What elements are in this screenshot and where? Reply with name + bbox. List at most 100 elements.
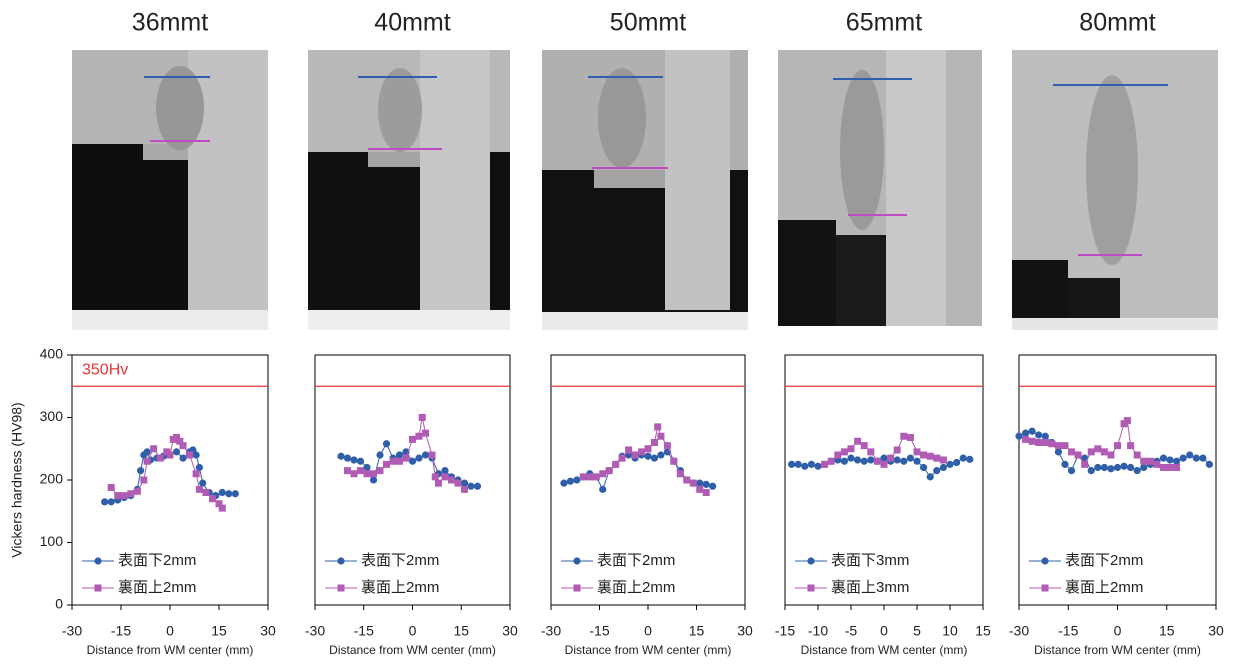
marker bbox=[460, 479, 469, 487]
marker bbox=[415, 432, 423, 440]
x-tick-label: -15 bbox=[354, 623, 374, 639]
x-tick-label: 15 bbox=[453, 623, 469, 639]
marker bbox=[827, 457, 835, 465]
x-axis-label: Distance from WM center (mm) bbox=[1034, 643, 1201, 657]
chart-title: 40mmt bbox=[374, 9, 450, 37]
legend-marker bbox=[1041, 584, 1049, 592]
marker bbox=[195, 463, 203, 472]
marker bbox=[821, 460, 829, 468]
marker bbox=[657, 432, 665, 440]
marker bbox=[654, 423, 662, 431]
marker bbox=[1041, 432, 1049, 440]
marker bbox=[663, 442, 671, 450]
marker bbox=[939, 463, 948, 472]
marker bbox=[1074, 451, 1082, 459]
marker bbox=[644, 445, 652, 453]
marker bbox=[1028, 427, 1036, 435]
marker bbox=[143, 457, 151, 465]
marker bbox=[1199, 454, 1207, 462]
marker bbox=[395, 451, 404, 459]
marker bbox=[1021, 429, 1030, 437]
x-tick-label: -30 bbox=[62, 623, 82, 639]
marker bbox=[939, 456, 947, 464]
marker bbox=[1153, 460, 1161, 468]
x-tick-label: -30 bbox=[1009, 623, 1029, 639]
marker bbox=[202, 489, 210, 496]
marker bbox=[1159, 464, 1167, 471]
marker bbox=[893, 446, 901, 454]
x-tick-label: 0 bbox=[644, 623, 652, 639]
marker bbox=[1140, 457, 1148, 465]
marker bbox=[807, 460, 816, 468]
marker bbox=[370, 470, 377, 478]
marker bbox=[880, 460, 888, 468]
x-tick-label: -10 bbox=[808, 623, 828, 639]
marker bbox=[1067, 467, 1076, 475]
reference-label: 350Hv bbox=[82, 361, 128, 378]
x-tick-label: -5 bbox=[845, 623, 858, 639]
marker bbox=[186, 451, 194, 459]
marker bbox=[133, 487, 141, 495]
marker bbox=[644, 452, 652, 460]
marker bbox=[215, 500, 223, 508]
marker bbox=[192, 470, 200, 478]
marker bbox=[920, 451, 928, 459]
chart-title: 36mmt bbox=[132, 9, 208, 37]
marker bbox=[461, 485, 468, 493]
x-tick-label: -30 bbox=[305, 623, 325, 639]
marker bbox=[1107, 465, 1115, 473]
marker bbox=[376, 467, 384, 475]
marker bbox=[599, 485, 607, 493]
legend-marker bbox=[94, 584, 102, 592]
marker bbox=[847, 454, 855, 462]
marker bbox=[854, 437, 862, 445]
chart-title: 65mmt bbox=[846, 9, 922, 37]
marker bbox=[350, 470, 358, 478]
marker bbox=[1120, 462, 1128, 470]
marker bbox=[422, 429, 429, 437]
marker bbox=[605, 467, 613, 475]
marker bbox=[156, 454, 164, 462]
marker bbox=[1133, 451, 1141, 459]
x-axis-label: Distance from WM center (mm) bbox=[329, 643, 496, 657]
marker bbox=[592, 473, 600, 481]
marker bbox=[369, 476, 378, 484]
marker bbox=[913, 448, 921, 456]
y-tick-label: 400 bbox=[40, 346, 64, 362]
legend-marker bbox=[1041, 557, 1049, 565]
marker bbox=[1114, 442, 1121, 450]
legend-label: 裏面上2mm bbox=[361, 578, 439, 596]
marker bbox=[225, 490, 233, 498]
marker bbox=[1087, 467, 1095, 475]
x-tick-label: -15 bbox=[1058, 623, 1078, 639]
marker bbox=[1061, 442, 1069, 450]
marker bbox=[1100, 448, 1108, 456]
marker bbox=[625, 446, 633, 454]
marker bbox=[657, 451, 665, 459]
y-tick-label: 100 bbox=[40, 533, 64, 549]
marker bbox=[959, 454, 967, 462]
marker bbox=[1186, 451, 1194, 459]
legend-label: 裏面上2mm bbox=[118, 578, 196, 596]
marker bbox=[873, 457, 881, 465]
marker bbox=[867, 456, 875, 464]
marker bbox=[566, 477, 575, 485]
marker bbox=[195, 485, 203, 493]
marker bbox=[1094, 463, 1102, 472]
marker bbox=[150, 445, 158, 453]
x-tick-label: 15 bbox=[211, 623, 227, 639]
marker bbox=[1028, 437, 1036, 445]
marker bbox=[906, 454, 915, 462]
marker bbox=[933, 467, 941, 475]
marker bbox=[1173, 457, 1181, 465]
marker bbox=[880, 454, 888, 462]
marker bbox=[618, 454, 626, 462]
marker bbox=[933, 454, 941, 462]
marker bbox=[179, 442, 187, 450]
marker bbox=[1173, 464, 1181, 471]
marker bbox=[1061, 460, 1069, 468]
marker bbox=[143, 448, 151, 456]
marker bbox=[448, 476, 455, 484]
marker bbox=[1127, 463, 1135, 472]
marker bbox=[363, 463, 371, 472]
